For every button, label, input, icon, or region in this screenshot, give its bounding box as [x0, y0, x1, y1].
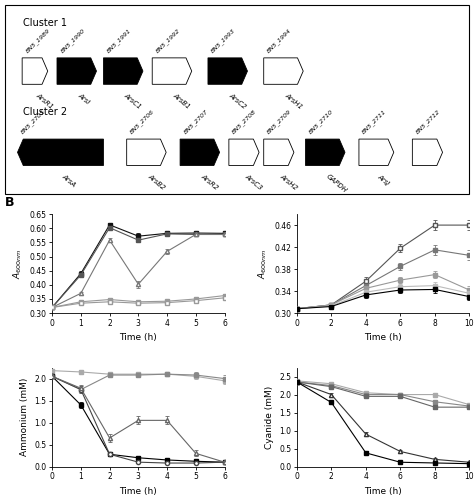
Text: BN5_2712: BN5_2712: [415, 109, 441, 135]
Text: BN5_2709: BN5_2709: [266, 109, 292, 135]
Text: BN5_2711: BN5_2711: [361, 109, 388, 135]
Text: Cluster 1: Cluster 1: [23, 18, 67, 28]
Polygon shape: [359, 139, 394, 166]
X-axis label: Time (h): Time (h): [119, 487, 157, 496]
Text: ArsH2: ArsH2: [279, 173, 299, 191]
Text: BN5_1991: BN5_1991: [106, 27, 132, 54]
Text: A: A: [2, 0, 12, 1]
Text: B: B: [5, 196, 14, 209]
Text: BN5_2708: BN5_2708: [231, 109, 258, 135]
Text: BN5_2705: BN5_2705: [20, 109, 46, 135]
Text: ArsC1: ArsC1: [123, 92, 143, 110]
Polygon shape: [18, 139, 103, 166]
Polygon shape: [229, 139, 259, 166]
Text: ArsA: ArsA: [61, 173, 77, 188]
Text: ArsH1: ArsH1: [283, 92, 303, 110]
Text: ArsB2: ArsB2: [146, 173, 166, 191]
Text: ArsC2: ArsC2: [228, 92, 247, 110]
Text: ArsR2: ArsR2: [200, 173, 219, 191]
Text: BN5_1993: BN5_1993: [210, 27, 237, 54]
Polygon shape: [103, 58, 143, 84]
Polygon shape: [57, 58, 97, 84]
Y-axis label: $A_{600nm}$: $A_{600nm}$: [11, 249, 24, 279]
Text: BN5_1989: BN5_1989: [25, 27, 51, 54]
Text: ArsJ: ArsJ: [376, 173, 391, 186]
Polygon shape: [412, 139, 443, 166]
Y-axis label: $A_{600nm}$: $A_{600nm}$: [256, 249, 269, 279]
Y-axis label: Cyanide (mM): Cyanide (mM): [264, 385, 273, 449]
Text: BN5_1994: BN5_1994: [266, 27, 292, 54]
X-axis label: Time (h): Time (h): [364, 487, 402, 496]
Text: ArsB1: ArsB1: [172, 92, 191, 110]
Polygon shape: [264, 139, 294, 166]
Text: ArsI: ArsI: [77, 92, 91, 105]
Text: Cluster 2: Cluster 2: [23, 107, 67, 117]
Polygon shape: [22, 58, 48, 84]
Text: ArsC3: ArsC3: [244, 173, 264, 191]
Text: BN5_2710: BN5_2710: [308, 109, 335, 135]
Polygon shape: [152, 58, 191, 84]
X-axis label: Time (h): Time (h): [364, 333, 402, 342]
Text: BN5_2707: BN5_2707: [182, 109, 209, 135]
Text: GAPDH: GAPDH: [325, 173, 348, 194]
Y-axis label: Ammonium (mM): Ammonium (mM): [20, 378, 29, 456]
Polygon shape: [264, 58, 303, 84]
Text: BN5_2706: BN5_2706: [129, 109, 155, 135]
Text: BN5_1992: BN5_1992: [155, 27, 181, 54]
X-axis label: Time (h): Time (h): [119, 333, 157, 342]
Text: BN5_1990: BN5_1990: [59, 27, 86, 54]
Polygon shape: [127, 139, 166, 166]
Text: ArsR1: ArsR1: [35, 92, 55, 110]
Polygon shape: [208, 58, 247, 84]
Polygon shape: [306, 139, 345, 166]
Polygon shape: [180, 139, 219, 166]
